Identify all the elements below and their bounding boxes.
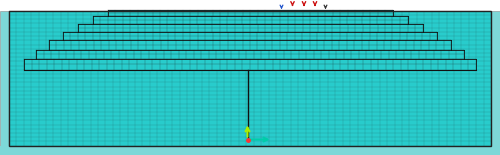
- Bar: [63, 32, 437, 40]
- Bar: [108, 10, 393, 16]
- Bar: [9, 11, 491, 146]
- Bar: [36, 50, 464, 59]
- Bar: [24, 59, 476, 70]
- Bar: [78, 24, 422, 32]
- Bar: [9, 11, 491, 146]
- Bar: [0, 146, 500, 155]
- Bar: [491, 11, 500, 146]
- Bar: [92, 16, 407, 24]
- Bar: [49, 40, 451, 50]
- Bar: [0, 11, 9, 146]
